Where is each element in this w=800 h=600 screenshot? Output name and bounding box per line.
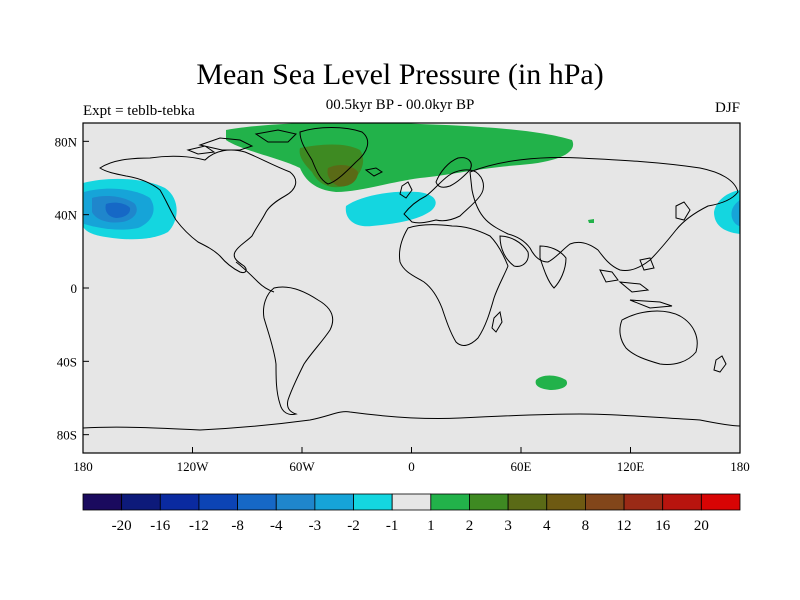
asia-coastline bbox=[469, 157, 739, 271]
x-tick-label-6: 180 bbox=[730, 459, 750, 474]
x-tick-label-3: 0 bbox=[408, 459, 415, 474]
southern-indian-positive-anomaly bbox=[535, 375, 568, 390]
colorbar-label-0: -20 bbox=[112, 518, 132, 534]
arabia-coastline bbox=[499, 235, 529, 267]
africa-coastline bbox=[399, 224, 509, 346]
colorbar-box-0 bbox=[82, 493, 123, 511]
colorbar-box-1 bbox=[121, 493, 161, 511]
y-tick-label-2: 0 bbox=[71, 281, 78, 296]
colorbar-box-15 bbox=[662, 493, 702, 511]
colorbar: -20 -16 -12 -8 -4 -3 -2 -1 1 2 3 4 8 12 16 20 bbox=[82, 493, 741, 534]
x-tick-label-1: 120W bbox=[177, 459, 210, 474]
y-tick-label-1: 40N bbox=[55, 208, 78, 223]
y-tick-label-4: 80S bbox=[57, 428, 77, 443]
new-zealand-coastline bbox=[713, 355, 727, 373]
colorbar-label-13: 12 bbox=[617, 518, 632, 534]
colorbar-box-6 bbox=[314, 493, 354, 511]
colorbar-label-9: 2 bbox=[466, 518, 474, 534]
small-positive-anomaly bbox=[588, 219, 594, 223]
y-tick-label-3: 40S bbox=[57, 354, 77, 369]
europe-coastline bbox=[403, 169, 484, 224]
colorbar-label-5: -3 bbox=[309, 518, 322, 534]
colorbar-box-4 bbox=[237, 493, 277, 511]
colorbar-label-15: 20 bbox=[694, 518, 709, 534]
colorbar-box-11 bbox=[507, 493, 548, 511]
colorbar-box-5 bbox=[275, 493, 316, 511]
y-tick-label-0: 80N bbox=[55, 134, 78, 149]
arctic-archipelago-coastline bbox=[186, 129, 297, 155]
experiment-label: Expt = teblb-tebka bbox=[83, 103, 195, 119]
colorbar-box-10 bbox=[469, 493, 509, 511]
japan-coastline bbox=[675, 201, 691, 221]
colorbar-box-13 bbox=[585, 493, 625, 511]
india-coastline bbox=[539, 245, 567, 289]
australia-coastline bbox=[619, 310, 698, 365]
colorbar-label-10: 3 bbox=[504, 518, 512, 534]
iceland-coastline bbox=[364, 167, 383, 177]
colorbar-box-7 bbox=[353, 493, 393, 511]
pacific-negative-anomaly-core bbox=[105, 202, 131, 218]
antarctica-coastline bbox=[83, 411, 740, 431]
season-label: DJF bbox=[714, 100, 740, 116]
y-axis: 80N 40N 0 40S 80S bbox=[55, 134, 89, 443]
scandinavia-coastline bbox=[435, 157, 472, 188]
uk-coastline bbox=[399, 181, 413, 199]
map-title: Mean Sea Level Pressure (in hPa) bbox=[196, 58, 604, 91]
colorbar-label-7: -1 bbox=[386, 518, 399, 534]
central-america-coastline bbox=[235, 261, 275, 293]
colorbar-box-9 bbox=[430, 493, 470, 511]
x-tick-label-5: 120E bbox=[617, 459, 645, 474]
greenland-coastline bbox=[299, 127, 369, 185]
arctic-positive-anomaly bbox=[226, 123, 574, 192]
map-subtitle: 00.5kyr BP - 00.0kyr BP bbox=[325, 97, 475, 113]
colorbar-label-8: 1 bbox=[427, 518, 435, 534]
colorbar-label-12: 8 bbox=[582, 518, 590, 534]
east-pacific-negative-anomaly-level2 bbox=[731, 200, 740, 226]
x-tick-label-4: 60E bbox=[511, 459, 532, 474]
colorbar-label-6: -2 bbox=[347, 518, 360, 534]
east-pacific-negative-anomaly bbox=[714, 190, 740, 234]
colorbar-box-12 bbox=[546, 493, 586, 511]
x-axis: 180 120W 60W 0 60E 120E 180 bbox=[73, 447, 750, 474]
colorbar-label-3: -8 bbox=[231, 518, 244, 534]
coastlines bbox=[83, 127, 740, 431]
colorbar-label-2: -12 bbox=[189, 518, 209, 534]
south-america-coastline bbox=[263, 286, 334, 415]
southeast-asia-coastline bbox=[599, 257, 673, 309]
x-tick-label-0: 180 bbox=[73, 459, 93, 474]
colorbar-box-16 bbox=[700, 493, 741, 511]
colorbar-label-14: 16 bbox=[655, 518, 671, 534]
atlantic-negative-anomaly bbox=[345, 191, 436, 227]
pressure-anomaly-fill bbox=[83, 123, 740, 390]
colorbar-label-4: -4 bbox=[270, 518, 283, 534]
colorbar-box-2 bbox=[159, 493, 200, 511]
madagascar-coastline bbox=[491, 310, 503, 333]
colorbar-box-14 bbox=[623, 493, 664, 511]
colorbar-box-8 bbox=[391, 493, 432, 511]
x-tick-label-2: 60W bbox=[289, 459, 315, 474]
colorbar-label-11: 4 bbox=[543, 518, 551, 534]
colorbar-box-3 bbox=[198, 493, 238, 511]
colorbar-label-1: -16 bbox=[150, 518, 170, 534]
